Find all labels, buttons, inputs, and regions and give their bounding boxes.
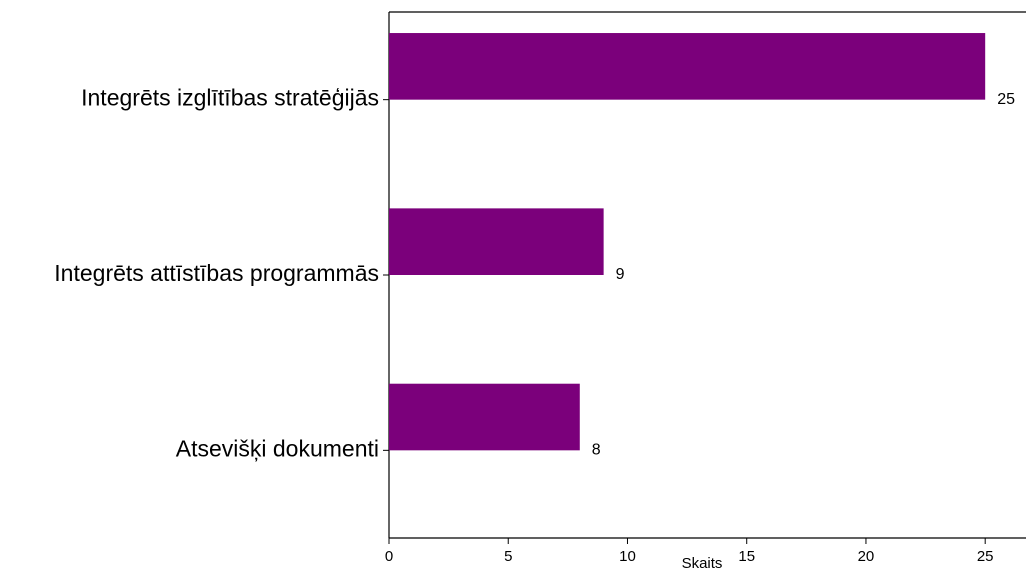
value-label: 9	[616, 266, 625, 283]
x-tick-label: 25	[977, 548, 994, 565]
x-tick-label: 15	[738, 548, 755, 565]
y-tick-label: Integrēts izglītības stratēģijās	[81, 85, 379, 111]
y-tick-label: Integrēts attīstības programmās	[54, 260, 379, 286]
y-tick-label: Atsevišķi dokumenti	[176, 435, 379, 461]
bar	[389, 208, 604, 275]
bar	[389, 383, 580, 451]
x-tick-label: 20	[858, 548, 875, 565]
value-label: 25	[997, 91, 1015, 108]
bar	[389, 33, 986, 100]
x-tick-label: 5	[504, 548, 512, 565]
x-axis-label: Skaits	[682, 555, 723, 571]
x-tick-label: 0	[385, 548, 393, 565]
x-tick-label: 10	[619, 548, 636, 565]
value-label: 8	[592, 442, 601, 459]
